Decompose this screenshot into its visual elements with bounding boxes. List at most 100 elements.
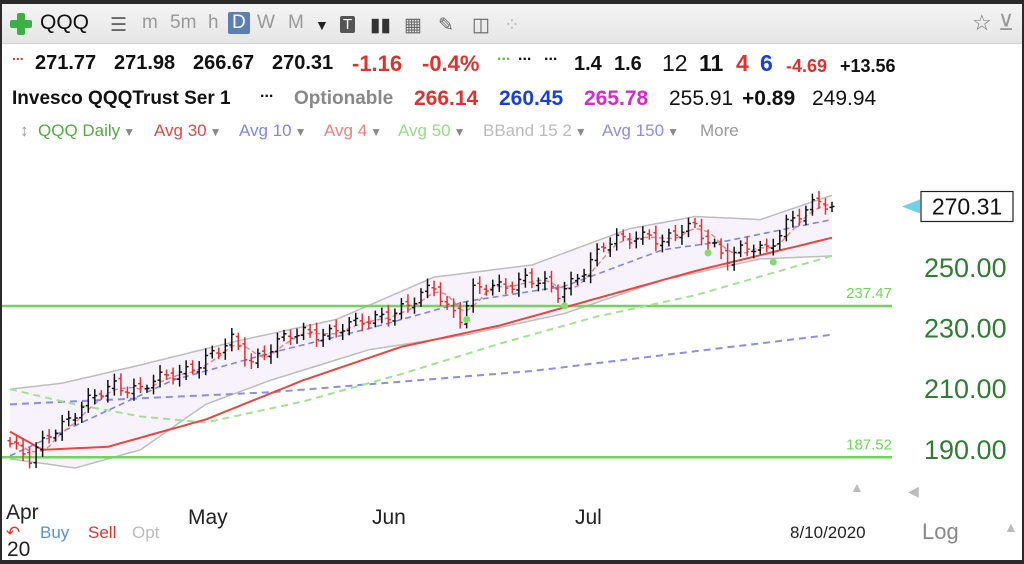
ohlc-bar bbox=[151, 374, 157, 395]
row1-dots-a: ... bbox=[518, 47, 532, 64]
ohlc-bar bbox=[314, 322, 320, 347]
indicator-bband-label: BBand 15 2 bbox=[483, 121, 572, 140]
indicator-toggle-icon[interactable]: ↕ bbox=[20, 121, 29, 140]
timeframe-h[interactable]: h bbox=[208, 12, 219, 33]
ohlc-bar bbox=[229, 327, 235, 352]
ohlc-bar bbox=[614, 228, 620, 251]
note-icon[interactable]: ◫ bbox=[472, 15, 490, 36]
pin-icon[interactable]: ⊻ bbox=[998, 10, 1015, 35]
ohlc-bar bbox=[92, 389, 98, 405]
stat-7: -4.69 bbox=[786, 56, 828, 76]
add-symbol-icon[interactable] bbox=[10, 13, 32, 35]
ohlc-bar bbox=[470, 278, 476, 313]
ohlc-bar bbox=[196, 361, 202, 379]
ohlc-bar bbox=[79, 401, 85, 423]
indicator-avg50[interactable]: Avg 50 ▼ bbox=[398, 121, 466, 141]
timeframe-month[interactable]: M bbox=[288, 12, 304, 33]
ohlc-bar bbox=[268, 344, 274, 364]
change-pct-value: -0.4% bbox=[422, 51, 480, 76]
ohlc-bar bbox=[353, 312, 359, 327]
indicator-avg50-label: Avg 50 bbox=[398, 121, 451, 140]
high-value: 271.98 bbox=[114, 52, 176, 74]
timeframe-5m[interactable]: 5m bbox=[170, 12, 197, 33]
ohlc-bar bbox=[646, 229, 652, 240]
scroll-left-icon[interactable]: ◀ bbox=[908, 483, 919, 499]
undo-icon[interactable]: ↶ bbox=[6, 523, 20, 542]
ohlc-bar bbox=[751, 244, 757, 259]
log-scale-toggle[interactable]: Log bbox=[922, 519, 959, 544]
avg50-line bbox=[9, 254, 833, 424]
ohlc-bar bbox=[327, 324, 333, 341]
indicator-bband[interactable]: BBand 15 2 ▼ bbox=[483, 121, 587, 141]
indicator-avg30-label: Avg 30 bbox=[154, 121, 207, 140]
ohlc-bar bbox=[248, 353, 254, 369]
ohlc-bar bbox=[66, 410, 72, 427]
indicator-series[interactable]: QQQ Daily ▼ bbox=[38, 121, 135, 141]
ohlc-bar bbox=[398, 298, 404, 320]
ohlc-bar bbox=[85, 388, 91, 413]
ohlc-bar bbox=[431, 280, 437, 297]
ohlc-bar bbox=[764, 238, 770, 253]
text-tool-icon[interactable]: T bbox=[340, 16, 356, 33]
ohlc-bar bbox=[757, 240, 763, 255]
timeframe-d[interactable]: D bbox=[228, 12, 250, 34]
indicator-avg150[interactable]: Avg 150 ▼ bbox=[602, 121, 679, 141]
bollinger-band-fill bbox=[10, 195, 832, 469]
bar-chart-icon[interactable]: ▮▮ bbox=[370, 15, 391, 36]
ohlc-bar bbox=[170, 367, 176, 385]
signal-marker bbox=[463, 316, 471, 324]
ohlc-bar bbox=[699, 218, 705, 246]
ohlc-bar bbox=[444, 295, 450, 310]
sell-button[interactable]: Sell bbox=[88, 523, 116, 542]
dropdown-icon[interactable]: ▼ bbox=[315, 17, 329, 33]
stat-8: +13.56 bbox=[840, 56, 896, 76]
menu-list-icon[interactable]: ☰ bbox=[110, 15, 128, 36]
ohlc-bar bbox=[261, 345, 267, 361]
ohlc-bar bbox=[562, 281, 568, 304]
ohlc-bar bbox=[477, 276, 483, 294]
scroll-right-up-icon[interactable]: ▲ bbox=[1004, 519, 1018, 535]
chevron-down-icon: ▼ bbox=[123, 125, 136, 139]
horizontal-line-label-237: 237.47 bbox=[846, 285, 892, 302]
ohlc-bar bbox=[255, 348, 261, 369]
ohlc-bar bbox=[542, 271, 548, 291]
ohlc-bar bbox=[131, 378, 137, 401]
ohlc-bar bbox=[692, 217, 698, 229]
ohlc-bar bbox=[7, 437, 13, 448]
quote-row-2: Invesco QQQTrust Ser 1 ... Optionable 26… bbox=[2, 84, 1022, 118]
timeframe-m[interactable]: m bbox=[142, 12, 158, 33]
ohlc-bar bbox=[411, 297, 417, 314]
ohlc-bar bbox=[118, 373, 124, 396]
buy-button[interactable]: Buy bbox=[40, 523, 70, 542]
indicator-avg30[interactable]: Avg 30 ▼ bbox=[154, 121, 222, 141]
ohlc-bar bbox=[725, 243, 731, 271]
chart-window: QQQ ☰ m 5m h D W M ▼ T ▮▮ ▦ ✎ ◫ ⁘ ☆ ⊻ ..… bbox=[2, 4, 1022, 560]
scroll-up-icon[interactable]: ▲ bbox=[850, 479, 864, 495]
stat-2: 1.6 bbox=[614, 53, 642, 75]
opt-button[interactable]: Opt bbox=[132, 523, 160, 542]
price-chart[interactable]: 237.47 187.52 250.00 230.00 210.00 190.0… bbox=[2, 149, 1022, 560]
indicator-avg4[interactable]: Avg 4 ▼ bbox=[324, 121, 382, 141]
share-icon[interactable]: ⁘ bbox=[504, 15, 520, 36]
ohlc-bar bbox=[588, 252, 594, 284]
ohlc-bar bbox=[738, 240, 744, 258]
ohlc-bar bbox=[659, 234, 665, 253]
chevron-down-icon: ▼ bbox=[574, 125, 587, 139]
indicator-more[interactable]: More bbox=[700, 121, 739, 140]
y-tick-label: 210.00 bbox=[924, 374, 1007, 404]
ohlc-bar bbox=[46, 429, 52, 444]
ohlc-bar bbox=[705, 229, 711, 250]
ohlc-bar bbox=[509, 281, 515, 294]
ohlc-bar bbox=[222, 338, 228, 360]
timeframe-w[interactable]: W bbox=[257, 12, 275, 33]
symbol-label[interactable]: QQQ bbox=[40, 11, 90, 34]
star-icon[interactable]: ☆ bbox=[972, 10, 992, 35]
indicator-avg10[interactable]: Avg 10 ▼ bbox=[239, 121, 307, 141]
ohlc-bar bbox=[340, 323, 346, 340]
horizontal-line-label-187: 187.52 bbox=[846, 436, 892, 453]
ohlc-bar bbox=[366, 315, 372, 330]
ohlc-bar bbox=[124, 386, 130, 399]
calculator-icon[interactable]: ▦ bbox=[404, 15, 422, 36]
pencil-icon[interactable]: ✎ bbox=[438, 15, 454, 36]
ohlc-bar bbox=[385, 304, 391, 327]
